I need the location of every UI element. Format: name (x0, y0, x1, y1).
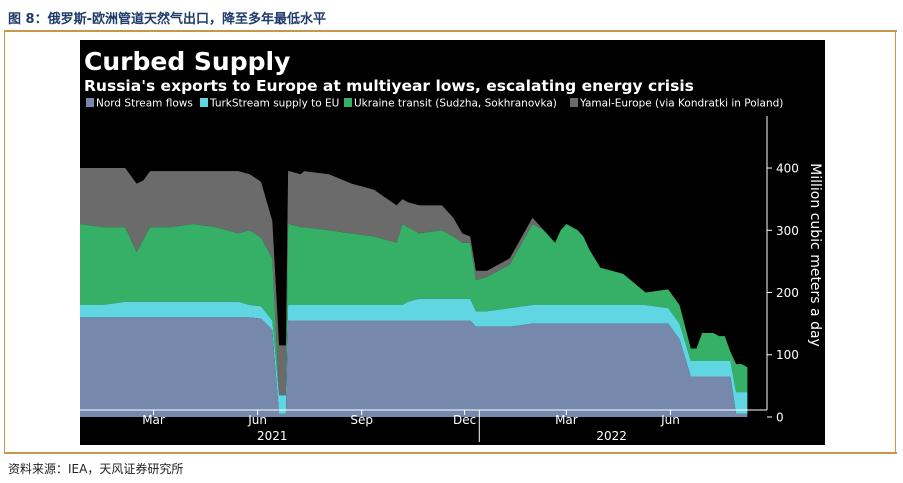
year-label: 2022 (596, 429, 627, 443)
area-nord-stream (80, 317, 748, 417)
stacked-areas (80, 168, 748, 417)
x-tick-label: Dec (453, 413, 476, 427)
legend-swatch-turkstream (200, 98, 208, 107)
x-ticks: Mar Jun Sep Dec Mar Jun 2021 2022 (142, 410, 680, 443)
y-ticks: 0 100 200 300 400 (767, 162, 799, 424)
legend-label-yamal: Yamal-Europe (via Kondratki in Poland) (579, 98, 783, 110)
figure-caption: 图 8：俄罗斯-欧洲管道天然气出口，降至多年最低水平 (8, 12, 326, 27)
y-tick-label: 400 (776, 162, 799, 176)
axes: 0 100 200 300 400 Mar Jun Sep Dec Mar Jun 2021 2022 (80, 116, 799, 443)
chart: Curbed Supply Russia's exports to Europe… (80, 40, 825, 445)
legend-swatch-nord-stream (86, 98, 94, 107)
legend-swatch-ukraine (344, 98, 352, 107)
y-tick-label: 100 (776, 348, 799, 362)
x-tick-label: Mar (555, 413, 578, 427)
year-label: 2021 (257, 429, 288, 443)
chart-subtitle: Russia's exports to Europe at multiyear … (84, 77, 694, 95)
legend-label-ukraine: Ukraine transit (Sudzha, Sokhranovka) (354, 98, 557, 110)
x-tick-label: Jun (660, 413, 680, 427)
y-tick-label: 0 (776, 410, 784, 424)
area-turkstream (80, 298, 748, 414)
top-rule (4, 30, 897, 32)
x-tick-label: Jun (247, 413, 267, 427)
legend-swatch-yamal (570, 98, 578, 107)
figure-panel (4, 32, 896, 452)
source-note: 资料来源：IEA，天风证券研究所 (8, 462, 184, 476)
legend: Nord Stream flows TurkStream supply to E… (86, 98, 783, 110)
legend-label-nord-stream: Nord Stream flows (96, 98, 193, 110)
y-axis-label: Million cubic meters a day (807, 163, 823, 347)
x-tick-label: Sep (350, 413, 373, 427)
x-tick-label: Mar (142, 413, 165, 427)
y-tick-label: 300 (776, 224, 799, 238)
legend-label-turkstream: TurkStream supply to EU (209, 98, 339, 110)
area-ukraine-transit (80, 224, 748, 396)
area-yamal-europe (80, 168, 748, 396)
bottom-rule (4, 452, 897, 454)
chart-title: Curbed Supply (84, 47, 290, 76)
y-tick-label: 200 (776, 286, 799, 300)
